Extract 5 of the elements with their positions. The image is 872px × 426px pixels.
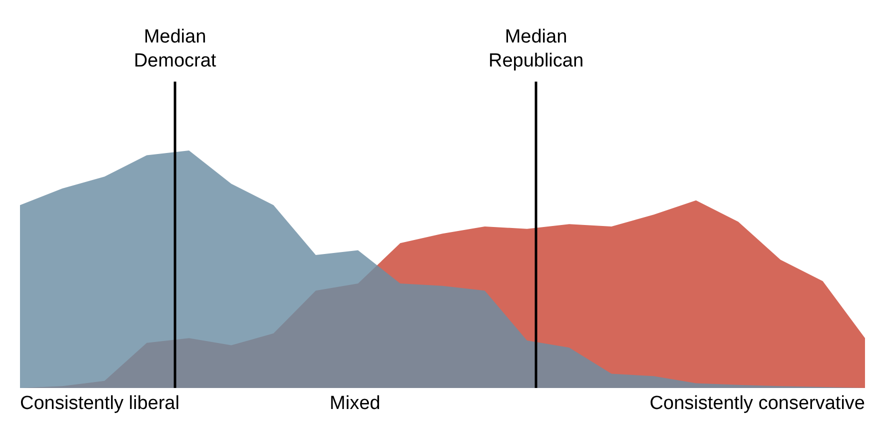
text: Median Republican: [488, 26, 584, 72]
text: Consistently conservative: [650, 393, 865, 414]
text: Mixed: [330, 393, 380, 414]
text: Consistently liberal: [20, 393, 180, 414]
text: Median Democrat: [134, 26, 217, 72]
